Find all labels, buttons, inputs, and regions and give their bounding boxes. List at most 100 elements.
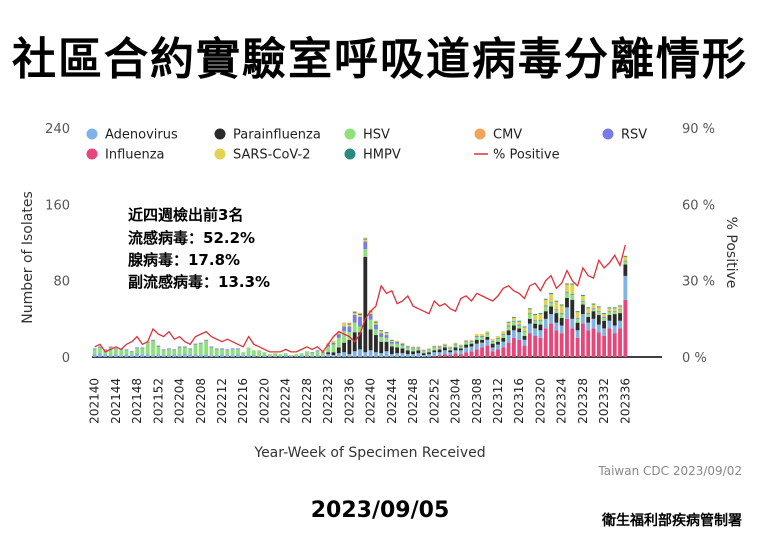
bar-segment-sars-cov-2 — [543, 299, 548, 306]
bar-segment-hsv — [443, 345, 447, 348]
bar-segment-hsv — [331, 344, 336, 353]
bar-segment-hsv — [575, 318, 580, 323]
bar-segment-adenovirus — [395, 353, 400, 357]
x-tick-label: 202204 — [173, 378, 187, 424]
bar-segment-adenovirus — [315, 355, 320, 357]
bar-segment-adenovirus — [464, 347, 469, 353]
bar-segment-hmpv — [384, 332, 389, 334]
bar-segment-sars-cov-2 — [591, 304, 596, 309]
bar-segment-hsv — [421, 351, 426, 354]
bar-segment-adenovirus — [151, 355, 155, 357]
bar-segment-influenza — [506, 342, 511, 357]
bar-segment-hsv — [607, 312, 612, 316]
bar-segment-rsv — [389, 341, 394, 344]
bar-segment-parainfluenza — [342, 342, 346, 353]
bar-segment-adenovirus — [427, 354, 431, 357]
bar-segment-sars-cov-2 — [485, 331, 490, 334]
bar-segment-sars-cov-2 — [480, 334, 484, 337]
organization-name: 衛生福利部疾病管制署 — [602, 513, 742, 529]
legend-swatch — [344, 148, 356, 160]
bar-segment-rsv — [172, 349, 177, 351]
bar-segment-hsv — [108, 347, 113, 356]
bar-segment-hsv — [458, 346, 463, 349]
bar-segment-parainfluenza — [464, 344, 469, 348]
bar-segment-hsv — [490, 341, 495, 344]
bar-segment-rsv — [580, 300, 585, 302]
bar-segment-parainfluenza — [405, 350, 410, 355]
bar-segment-rsv — [92, 348, 97, 350]
bar-segment-adenovirus — [448, 352, 453, 356]
bar-segment-adenovirus — [352, 351, 357, 357]
bar-segment-parainfluenza — [432, 350, 437, 353]
bar-segment-hsv — [570, 294, 575, 300]
bar-segment-adenovirus — [384, 351, 389, 357]
bar-segment-influenza — [570, 328, 575, 357]
bar-segment-adenovirus — [618, 320, 622, 329]
bar-segment-rsv — [161, 349, 166, 351]
bar-segment-sars-cov-2 — [522, 327, 527, 332]
bar-segment-rsv — [511, 320, 516, 322]
source-credit: Taiwan CDC 2023/09/02 — [598, 464, 742, 478]
bar-segment-hsv — [363, 249, 368, 257]
bar-segment-adenovirus — [443, 350, 447, 355]
bar-segment-hsv — [522, 332, 527, 337]
bar-segment-adenovirus — [596, 324, 601, 333]
bar-segment-rsv — [182, 346, 187, 348]
bar-segment-hsv — [119, 349, 124, 356]
bar-segment-rsv — [443, 344, 447, 346]
bar-segment-sars-cov-2 — [501, 331, 506, 335]
bar-segment-rsv — [623, 260, 628, 262]
bar-segment-parainfluenza — [368, 329, 373, 351]
bar-segment-adenovirus — [347, 354, 352, 357]
bar-segment-hsv — [135, 348, 140, 354]
bar-segment-parainfluenza — [448, 350, 453, 353]
bar-segment-rsv — [140, 347, 145, 349]
bar-segment-hmpv — [554, 300, 559, 302]
bar-segment-rsv — [575, 317, 580, 319]
x-tick-label: 202324 — [555, 378, 569, 424]
bar-segment-adenovirus — [437, 352, 442, 356]
bar-segment-adenovirus — [458, 350, 463, 355]
bar-segment-sars-cov-2 — [596, 307, 601, 312]
legend-swatch — [86, 148, 98, 160]
bar-segment-rsv — [225, 349, 230, 351]
bar-segment-sars-cov-2 — [559, 305, 564, 314]
bar-segment-rsv — [236, 348, 240, 350]
bar-segment-hsv — [437, 347, 442, 350]
bar-segment-hsv — [251, 350, 256, 356]
bar-segment-rsv — [167, 348, 171, 350]
bar-segment-sars-cov-2 — [580, 295, 585, 301]
bar-segment-hsv — [538, 320, 543, 325]
bar-segment-influenza — [490, 351, 495, 357]
bar-segment-hmpv — [517, 320, 522, 322]
bar-segment-adenovirus — [490, 347, 495, 352]
x-tick-label: 202244 — [385, 378, 399, 424]
bar-segment-hsv — [236, 349, 240, 355]
bar-segment-sars-cov-2 — [490, 338, 495, 341]
bar-segment-adenovirus — [453, 350, 458, 354]
bar-segment-adenovirus — [267, 356, 272, 357]
legend-swatch — [214, 128, 226, 140]
bar-segment-sars-cov-2 — [607, 308, 612, 312]
bar-segment-sars-cov-2 — [374, 322, 378, 325]
bar-segment-adenovirus — [374, 352, 378, 357]
bar-segment-influenza — [602, 336, 607, 357]
bar-segment-hsv — [395, 343, 400, 348]
bar-segment-rsv — [416, 347, 421, 349]
bar-segment-adenovirus — [511, 330, 516, 338]
bar-segment-parainfluenza — [575, 322, 580, 331]
bar-segment-adenovirus — [182, 353, 187, 357]
y2-axis-label: % Positive — [723, 217, 739, 289]
bar-segment-sars-cov-2 — [586, 308, 591, 314]
bar-segment-parainfluenza — [623, 264, 628, 276]
bar-segment-parainfluenza — [586, 316, 591, 323]
bar-segment-rsv — [379, 333, 384, 337]
bar-segment-rsv — [342, 326, 346, 332]
bar-segment-hsv — [389, 343, 394, 347]
bar-segment-adenovirus — [527, 323, 532, 334]
bar-segment-rsv — [527, 313, 532, 315]
bar-segment-hmpv — [602, 313, 607, 315]
bar-segment-parainfluenza — [437, 349, 442, 353]
bar-segment-sars-cov-2 — [448, 346, 453, 348]
bar-segment-rsv — [458, 345, 463, 347]
